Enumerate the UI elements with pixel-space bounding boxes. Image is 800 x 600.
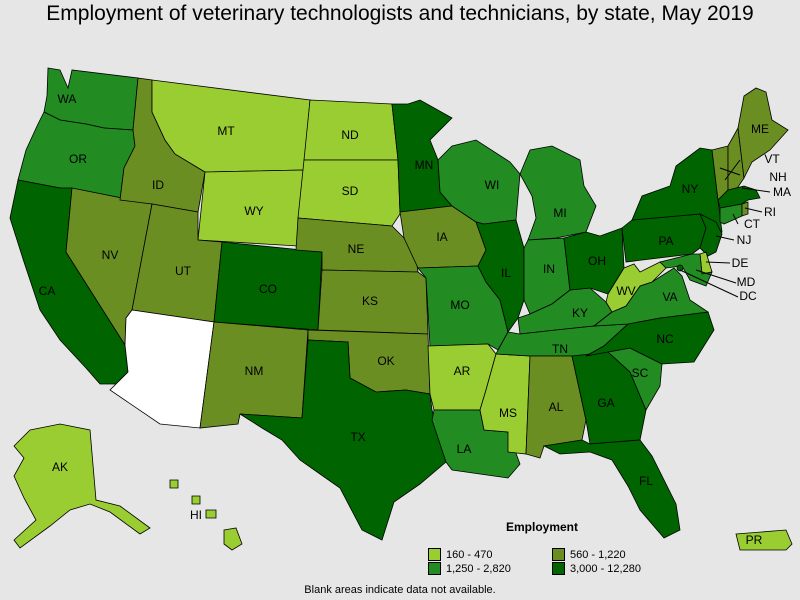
hawaii-island-maui: [205, 509, 217, 519]
state-label-RI: RI: [764, 205, 776, 219]
hawaii-island-kauai: [169, 479, 179, 489]
state-label-CA: CA: [39, 284, 56, 298]
state-label-IL: IL: [501, 266, 511, 280]
state-CT[interactable]: [719, 203, 743, 225]
state-label-OR: OR: [69, 152, 87, 166]
legend-item-4: 3,000 - 12,280: [552, 562, 641, 575]
label-leader-lines: [679, 159, 771, 298]
footnote: Blank areas indicate data not available.: [304, 584, 496, 596]
state-DC[interactable]: [676, 264, 684, 272]
state-HI-group: [169, 479, 243, 551]
state-NC[interactable]: [585, 311, 715, 365]
state-RI[interactable]: [741, 201, 749, 217]
state-label-MI: MI: [553, 206, 566, 220]
state-label-AK: AK: [52, 460, 68, 474]
legend-swatch-2: [552, 548, 565, 561]
state-label-CO: CO: [259, 282, 277, 296]
state-label-SD: SD: [342, 184, 359, 198]
state-label-FL: FL: [639, 474, 653, 488]
state-MD[interactable]: [659, 253, 713, 287]
state-label-NE: NE: [348, 242, 365, 256]
state-label-LA: LA: [457, 442, 472, 456]
legend-label-4: 3,000 - 12,280: [570, 562, 641, 575]
state-label-HI: HI: [190, 508, 202, 522]
state-label-MS: MS: [499, 406, 517, 420]
legend-swatch-3: [428, 562, 441, 575]
legend-label-3: 1,250 - 2,820: [446, 562, 511, 575]
hawaii-island-oahu: [191, 495, 201, 505]
state-label-ID: ID: [152, 178, 164, 192]
state-label-AL: AL: [549, 400, 564, 414]
legend-label-1: 160 - 470: [446, 548, 493, 561]
legend-swatch-4: [552, 562, 565, 575]
state-label-WA: WA: [58, 92, 77, 106]
legend-label-2: 560 - 1,220: [570, 548, 626, 561]
state-label-IN: IN: [543, 262, 555, 276]
state-label-NH: NH: [769, 170, 786, 184]
state-label-NJ: NJ: [737, 233, 752, 247]
state-label-KS: KS: [362, 294, 378, 308]
state-label-WI: WI: [485, 178, 500, 192]
state-IL[interactable]: [475, 219, 525, 333]
state-label-IA: IA: [436, 230, 447, 244]
legend-item-3: 1,250 - 2,820: [428, 562, 511, 575]
state-label-MO: MO: [450, 298, 469, 312]
state-PR[interactable]: [735, 529, 793, 551]
state-label-VA: VA: [662, 290, 677, 304]
state-label-NY: NY: [682, 182, 699, 196]
state-label-VT: VT: [764, 152, 780, 166]
state-ME[interactable]: [737, 87, 789, 180]
state-label-OK: OK: [377, 354, 394, 368]
legend-item-2: 560 - 1,220: [552, 548, 626, 561]
legend-swatch-1: [428, 548, 441, 561]
state-label-NV: NV: [102, 248, 119, 262]
state-label-AR: AR: [454, 364, 471, 378]
state-AK[interactable]: [13, 423, 151, 549]
state-label-NM: NM: [245, 364, 264, 378]
map-title: Employment of veterinary technologists a…: [46, 2, 754, 25]
state-label-KY: KY: [572, 306, 588, 320]
state-label-MD: MD: [737, 275, 756, 289]
state-HI[interactable]: [223, 527, 243, 551]
state-label-MN: MN: [415, 158, 434, 172]
state-WV[interactable]: [605, 261, 667, 313]
state-label-WV: WV: [616, 284, 635, 298]
state-FL[interactable]: [542, 439, 681, 539]
legend-item-1: 160 - 470: [428, 548, 492, 561]
state-label-TX: TX: [350, 430, 365, 444]
legend-title: Employment: [506, 520, 579, 534]
state-label-CT: CT: [744, 217, 761, 231]
state-label-ND: ND: [341, 128, 359, 142]
state-label-TN: TN: [552, 342, 568, 356]
state-label-OH: OH: [588, 254, 606, 268]
state-label-DE: DE: [732, 256, 749, 270]
state-TX[interactable]: [239, 339, 447, 541]
state-label-NC: NC: [656, 332, 674, 346]
state-label-PA: PA: [658, 234, 673, 248]
state-label-MA: MA: [773, 185, 791, 199]
state-label-UT: UT: [175, 264, 192, 278]
state-label-SC: SC: [632, 366, 649, 380]
state-label-MT: MT: [217, 124, 235, 138]
state-label-PR: PR: [746, 533, 763, 547]
state-SD[interactable]: [297, 159, 401, 227]
state-label-WY: WY: [244, 204, 263, 218]
state-label-ME: ME: [751, 122, 769, 136]
state-label-DC: DC: [739, 289, 757, 303]
state-KS[interactable]: [317, 269, 429, 335]
state-NJ[interactable]: [699, 213, 723, 257]
state-label-GA: GA: [597, 396, 614, 410]
state-MI[interactable]: [519, 145, 597, 241]
